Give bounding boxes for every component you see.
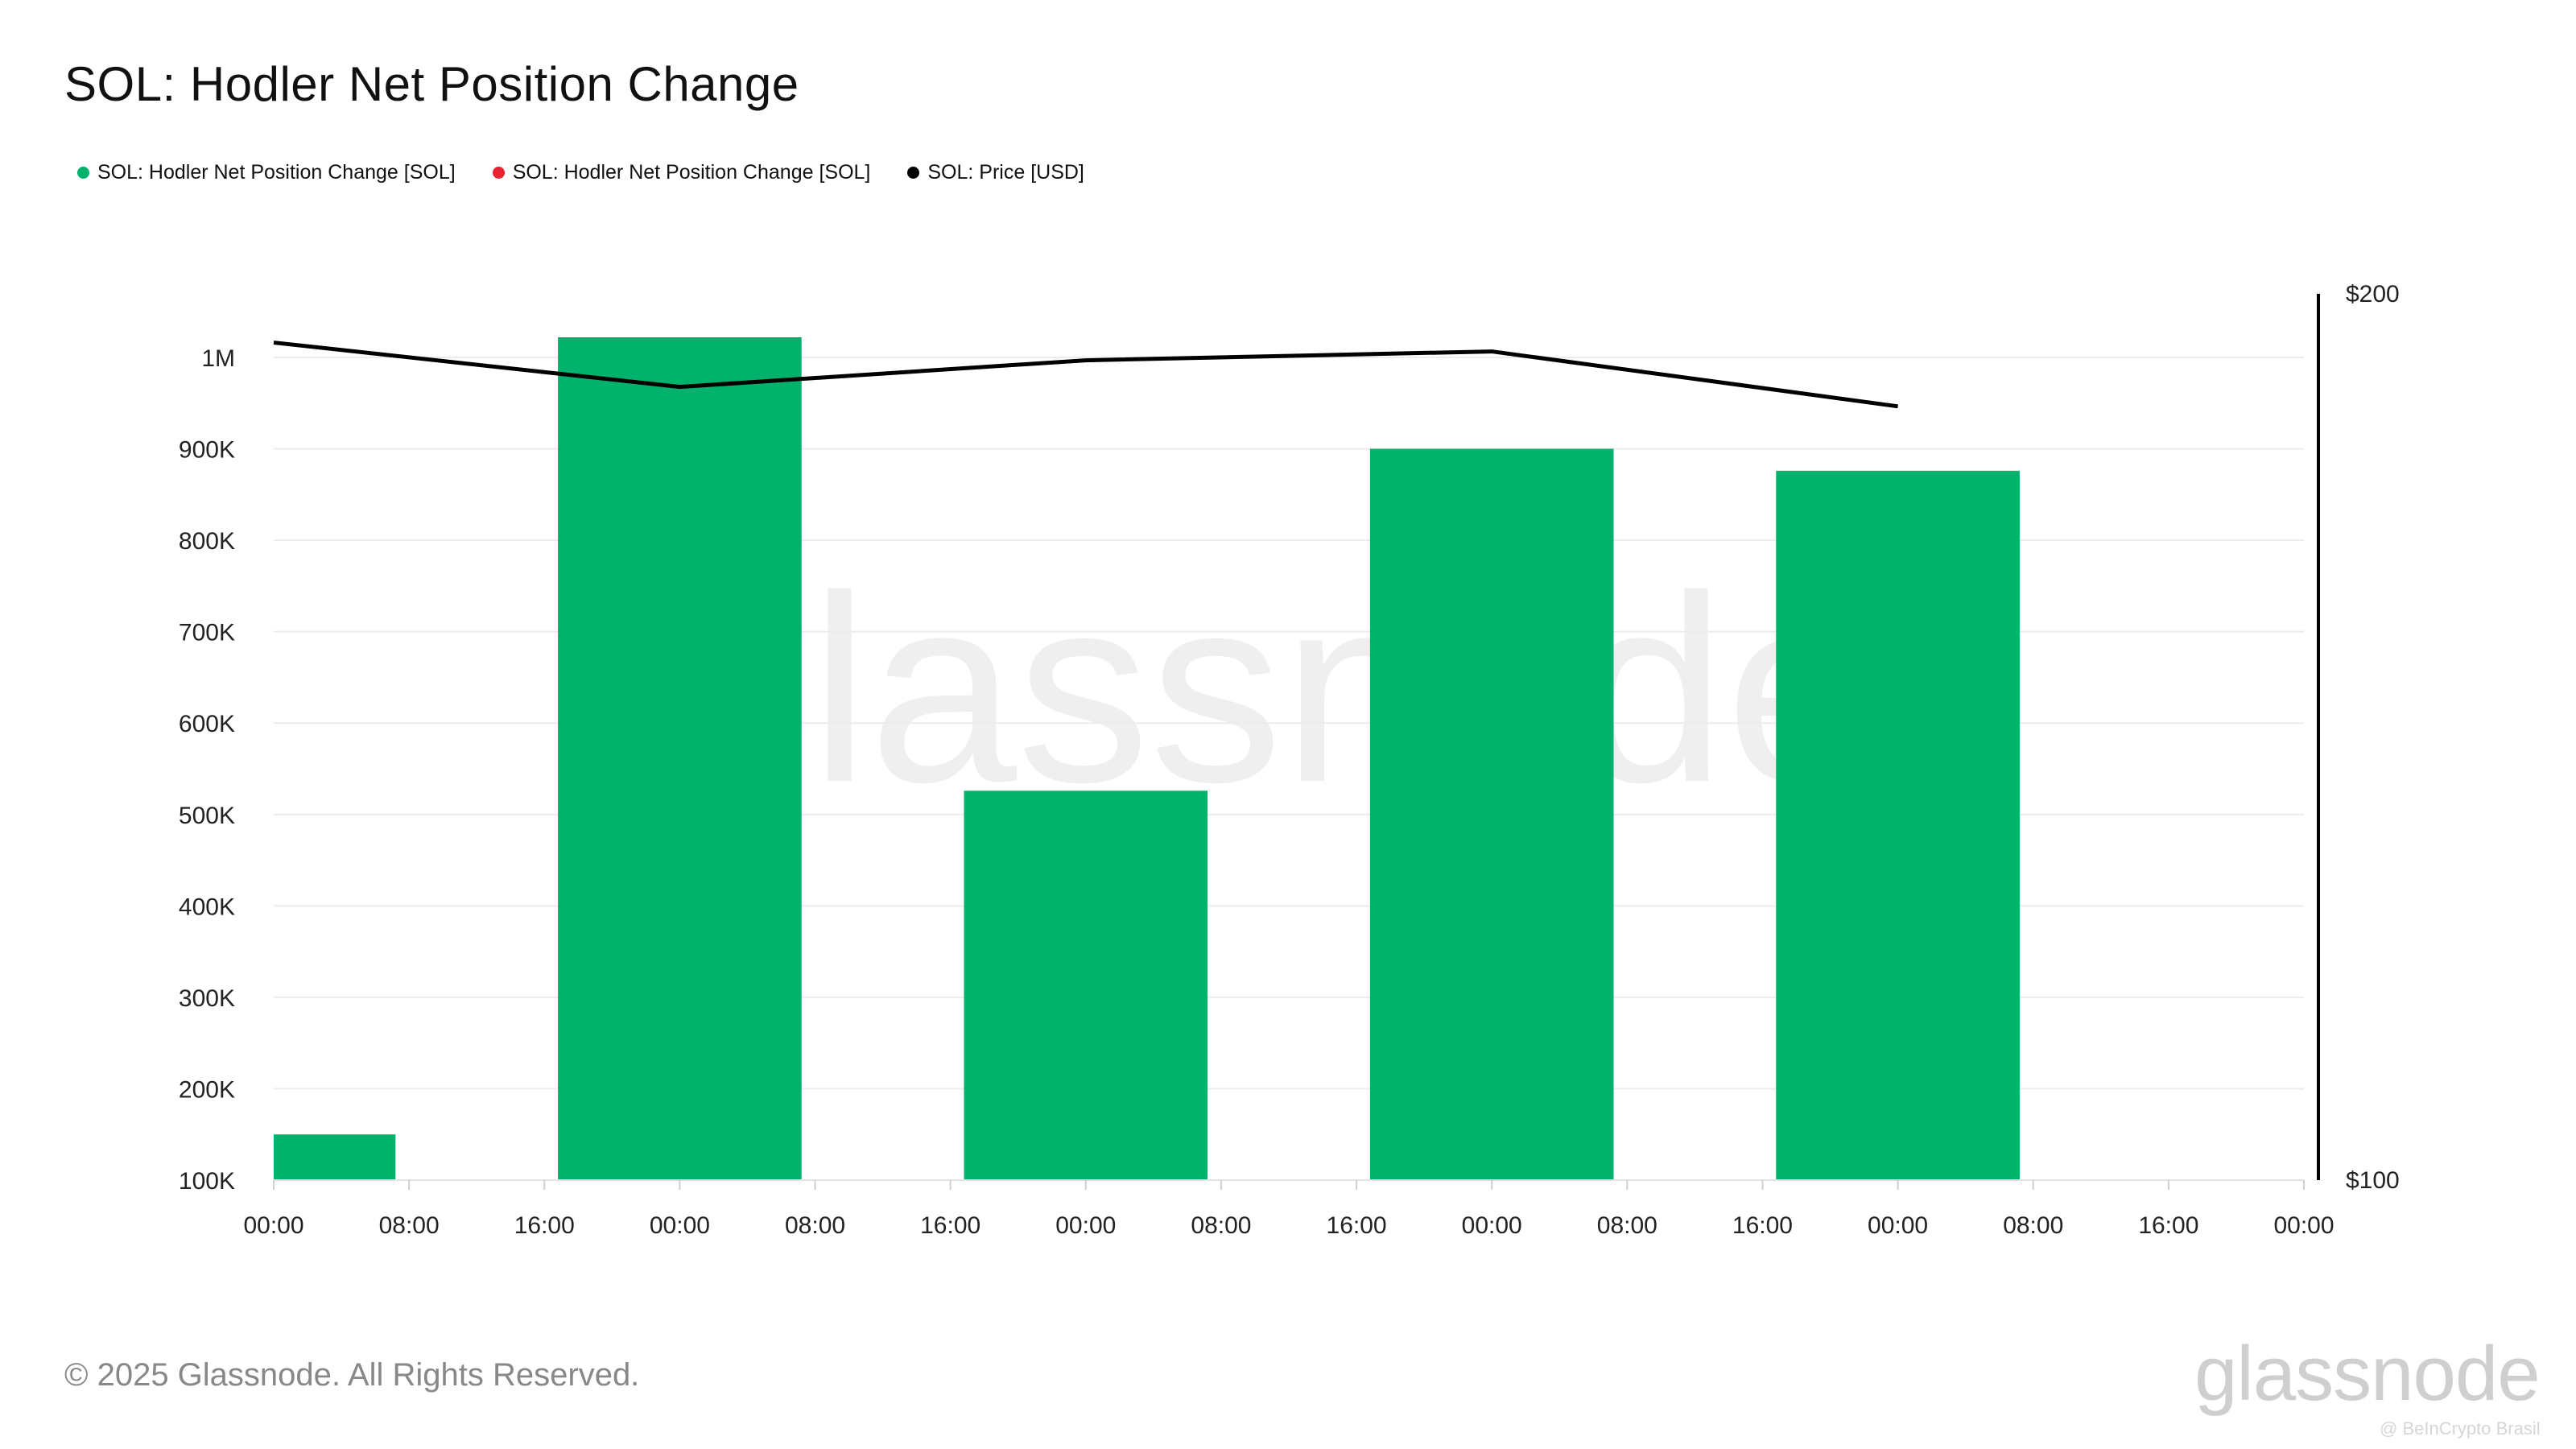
glassnode-logo: glassnode: [2194, 1331, 2541, 1417]
legend-label: SOL: Hodler Net Position Change [SOL]: [97, 161, 456, 184]
x-tick-label: 00:00: [243, 1212, 303, 1239]
x-tick-label: 08:00: [785, 1212, 845, 1239]
legend-dot-icon: [492, 167, 505, 179]
bar: [1776, 470, 2020, 1180]
legend-dot-icon: [907, 167, 920, 179]
y2-tick-label: $100: [2346, 1167, 2400, 1194]
y-tick-label: 800K: [179, 528, 235, 555]
x-tick-label: 08:00: [2003, 1212, 2063, 1239]
x-tick-label: 08:00: [379, 1212, 440, 1239]
legend-label: SOL: Hodler Net Position Change [SOL]: [512, 161, 871, 184]
legend-dot-icon: [77, 167, 89, 179]
x-tick-label: 00:00: [650, 1212, 710, 1239]
background-watermark: glassnode: [663, 540, 1874, 839]
x-tick-label: 16:00: [1327, 1212, 1387, 1239]
x-tick-label: 16:00: [2138, 1212, 2198, 1239]
watermark-tag: @ BeInCrypto Brasil: [2380, 1418, 2541, 1439]
y-tick-label: 700K: [179, 620, 235, 646]
x-tick-label: 00:00: [2273, 1212, 2334, 1239]
bar: [1369, 448, 1614, 1180]
x-tick-label: 08:00: [1191, 1212, 1251, 1239]
bar: [274, 1134, 396, 1180]
x-tick-label: 08:00: [1597, 1212, 1657, 1239]
legend-item-red-bars[interactable]: SOL: Hodler Net Position Change [SOL]: [492, 161, 871, 184]
x-tick-label: 16:00: [514, 1212, 575, 1239]
y-tick-label: 100K: [179, 1168, 235, 1195]
axes: 100K 200K 300K 400K 500K 600K 700K 800K 900K 1M 00…: [179, 281, 2400, 1239]
y-tick-label: 600K: [179, 711, 235, 737]
y-tick-label: 400K: [179, 894, 235, 920]
x-tick-label: 00:00: [1462, 1212, 1522, 1239]
x-tick-label: 16:00: [1732, 1212, 1793, 1239]
legend-item-green-bars[interactable]: SOL: Hodler Net Position Change [SOL]: [77, 161, 456, 184]
x-tick-label: 00:00: [1055, 1212, 1116, 1239]
x-tick-label: 00:00: [1868, 1212, 1928, 1239]
y-tick-label: 1M: [201, 345, 235, 372]
price-line-series: [273, 341, 1898, 409]
y-tick-label: 900K: [179, 437, 235, 464]
bar: [964, 791, 1208, 1180]
legend-label: SOL: Price [USD]: [927, 161, 1084, 184]
y-tick-label: 200K: [179, 1076, 235, 1103]
legend-item-price[interactable]: SOL: Price [USD]: [907, 161, 1084, 184]
bar: [558, 337, 802, 1180]
y-tick-label: 300K: [179, 985, 235, 1012]
legend: SOL: Hodler Net Position Change [SOL] SO…: [77, 161, 1084, 184]
x-tick-label: 16:00: [920, 1212, 980, 1239]
copyright-footer: © 2025 Glassnode. All Rights Reserved.: [64, 1357, 640, 1393]
y-tick-label: 500K: [179, 803, 235, 829]
y2-tick-label: $200: [2346, 281, 2400, 308]
chart-title: SOL: Hodler Net Position Change: [64, 57, 799, 111]
bar-series: [274, 337, 2020, 1180]
price-line: [273, 341, 1898, 409]
